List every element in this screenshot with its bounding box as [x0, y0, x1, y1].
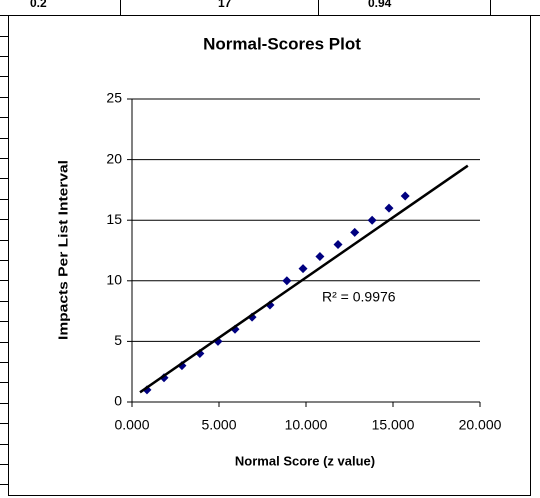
chart-frame: [8, 15, 531, 496]
y-tick-label: 15: [106, 211, 122, 227]
y-tick-label: 20: [106, 150, 122, 166]
y-tick-label: 0: [114, 393, 122, 409]
cell-text: 17: [218, 0, 232, 10]
point: [282, 276, 292, 286]
trendline: [139, 164, 469, 394]
y-tick-label: 10: [106, 272, 122, 288]
x-tick-label: 0.000: [114, 417, 149, 433]
point: [315, 252, 325, 262]
point: [333, 239, 343, 249]
point: [384, 203, 394, 213]
point: [367, 215, 377, 225]
x-tick-label: 10.000: [285, 417, 328, 433]
y-tick-label: 5: [114, 332, 122, 348]
x-tick-label: 20.000: [459, 417, 502, 433]
point: [298, 264, 308, 274]
x-tick-label: 15.000: [372, 417, 415, 433]
y-axis-label: Impacts Per List Interval: [55, 160, 70, 340]
point: [350, 227, 360, 237]
chart-title: Normal-Scores Plot: [203, 34, 361, 53]
point: [400, 191, 410, 201]
x-axis-label: Normal Score (z value): [235, 453, 375, 468]
cell-text: 0.94: [368, 0, 392, 10]
cell-text: 0.2: [30, 0, 47, 10]
annotation: R² = 0.9976: [322, 289, 396, 305]
x-tick-label: 5.000: [201, 417, 236, 433]
y-tick-label: 25: [106, 90, 122, 106]
